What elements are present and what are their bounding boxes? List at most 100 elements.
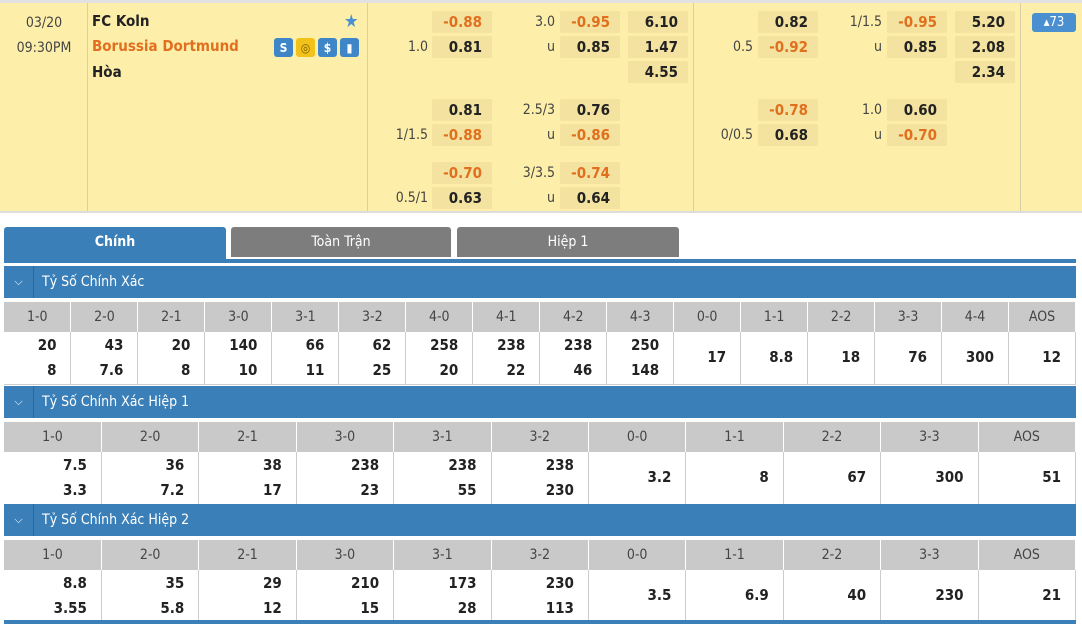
score-odds: 25 [372,360,392,379]
score-odds-cell[interactable]: 230 113 [491,570,589,623]
score-table: 1-0 2-0 2-1 3-0 3-1 3-2 0-0 1-1 2-2 3-3 AOS 7.5 3.3 3… [4,422,1077,505]
score-odds-cell[interactable]: 7.5 3.3 [4,452,102,505]
handicap-odds[interactable]: 0.81 [432,99,492,121]
s-icon[interactable]: S [274,38,293,57]
total-odds[interactable]: 0.85 [887,36,947,58]
score-odds-cell[interactable]: 6.9 [685,570,784,623]
handicap-odds[interactable]: -0.92 [758,36,818,58]
tab-chinh[interactable]: Chính [4,227,226,261]
score-odds-cell[interactable]: 66 11 [271,332,340,385]
score-odds: 20 [37,335,57,354]
score-odds-cell[interactable]: 173 28 [393,570,492,623]
score-odds-cell[interactable]: 250 148 [606,332,675,385]
tab-hiep-1[interactable]: Hiệp 1 [457,227,679,257]
section-header[interactable]: ⌵ Tỷ Số Chính Xác Hiệp 2 [4,504,1076,536]
score-odds-cell[interactable]: 51 [978,452,1077,505]
total-line: u [874,39,882,55]
score-odds-cell[interactable]: 300 [880,452,979,505]
handicap-odds[interactable]: 0.68 [758,124,818,146]
handicap-odds[interactable]: 0.82 [758,11,818,33]
score-header: 2-1 [198,540,297,570]
match-date: 03/20 [25,15,63,31]
score-odds-cell[interactable]: 238 22 [472,332,541,385]
handicap-odds[interactable]: -0.88 [432,11,492,33]
score-odds-cell[interactable]: 35 5.8 [101,570,200,623]
1x2-odds[interactable]: 2.08 [955,36,1015,58]
score-odds-cell[interactable]: 43 7.6 [70,332,139,385]
away-team[interactable]: Borussia Dortmund [92,37,239,55]
score-odds: 67 [847,468,867,487]
section-header[interactable]: ⌵ Tỷ Số Chính Xác Hiệp 1 [4,386,1076,418]
table-row: 8.8 3.55 35 5.8 29 12 210 15 173 28 230 113 3.5 6.9 40… [4,570,1077,623]
total-odds[interactable]: -0.74 [560,162,620,184]
handicap-odds[interactable]: 0.81 [432,36,492,58]
score-odds-cell[interactable]: 8.8 [740,332,809,385]
score-header: AOS [978,540,1077,570]
score-odds-cell[interactable]: 8.8 3.55 [4,570,102,623]
score-odds-cell[interactable]: 3.2 [588,452,687,505]
1x2-odds[interactable]: 6.10 [628,11,688,33]
score-header: 4-4 [941,302,1010,332]
tab-toan-tran[interactable]: Toàn Trận [231,227,451,257]
table-row: 7.5 3.3 36 7.2 38 17 238 23 238 55 238 230 3.2 8 67 300… [4,452,1077,505]
chevron-down-icon[interactable]: ⌵ [4,386,34,418]
score-odds: 238 [564,335,593,354]
score-odds-cell[interactable]: 67 [783,452,882,505]
handicap-odds[interactable]: -0.78 [758,99,818,121]
score-odds: 66 [305,335,325,354]
1x2-odds[interactable]: 2.34 [955,61,1015,83]
score-odds-cell[interactable]: 62 25 [338,332,407,385]
score-odds-cell[interactable]: 3.5 [588,570,687,623]
score-odds-cell[interactable]: 29 12 [198,570,297,623]
score-odds-cell[interactable]: 36 7.2 [101,452,200,505]
home-team[interactable]: FC Koln [92,12,150,30]
score-odds-cell[interactable]: 238 55 [393,452,492,505]
score-odds-cell[interactable]: 258 20 [405,332,474,385]
score-odds-cell[interactable]: 12 [1008,332,1076,385]
score-odds-cell[interactable]: 300 [941,332,1010,385]
score-odds-cell[interactable]: 8 [685,452,784,505]
score-odds-cell[interactable]: 210 15 [296,570,395,623]
score-odds-cell[interactable]: 140 10 [204,332,273,385]
handicap-odds[interactable]: 0.63 [432,187,492,209]
score-odds-cell[interactable]: 40 [783,570,882,623]
total-odds[interactable]: 0.76 [560,99,620,121]
score-odds: 46 [573,360,593,379]
score-odds-cell[interactable]: 230 [880,570,979,623]
total-odds[interactable]: -0.95 [560,11,620,33]
divider [367,3,368,211]
draw-label: Hòa [92,63,122,81]
score-odds-cell[interactable]: 238 230 [491,452,589,505]
score-odds-cell[interactable]: 76 [874,332,943,385]
total-odds[interactable]: -0.95 [887,11,947,33]
section-header[interactable]: ⌵ Tỷ Số Chính Xác [4,266,1076,298]
dollar-icon[interactable]: $ [318,38,337,57]
total-odds[interactable]: 0.85 [560,36,620,58]
score-header: 2-1 [198,422,297,452]
score-odds-cell[interactable]: 38 17 [198,452,297,505]
chevron-down-icon[interactable]: ⌵ [4,266,34,298]
score-header: 1-1 [685,540,784,570]
score-odds-cell[interactable]: 238 46 [539,332,608,385]
handicap-odds[interactable]: -0.70 [432,162,492,184]
handicap-odds[interactable]: -0.88 [432,124,492,146]
1x2-odds[interactable]: 4.55 [628,61,688,83]
total-odds[interactable]: 0.60 [887,99,947,121]
1x2-odds[interactable]: 1.47 [628,36,688,58]
score-odds-cell[interactable]: 18 [807,332,876,385]
score-odds-cell[interactable]: 20 8 [4,332,72,385]
total-odds[interactable]: -0.86 [560,124,620,146]
more-odds-button[interactable]: ▴73 [1032,13,1076,32]
favorite-star-icon[interactable]: ★ [344,11,359,32]
score-odds-cell[interactable]: 21 [978,570,1077,623]
score-odds-cell[interactable]: 238 23 [296,452,395,505]
total-odds[interactable]: 0.64 [560,187,620,209]
total-odds[interactable]: -0.70 [887,124,947,146]
score-odds-cell[interactable]: 17 [673,332,742,385]
coin-icon[interactable]: ◎ [296,38,315,57]
chevron-down-icon[interactable]: ⌵ [4,504,34,536]
1x2-odds[interactable]: 5.20 [955,11,1015,33]
score-header: 3-3 [880,540,979,570]
score-odds-cell[interactable]: 20 8 [137,332,206,385]
stats-icon[interactable]: ▮ [340,38,359,57]
